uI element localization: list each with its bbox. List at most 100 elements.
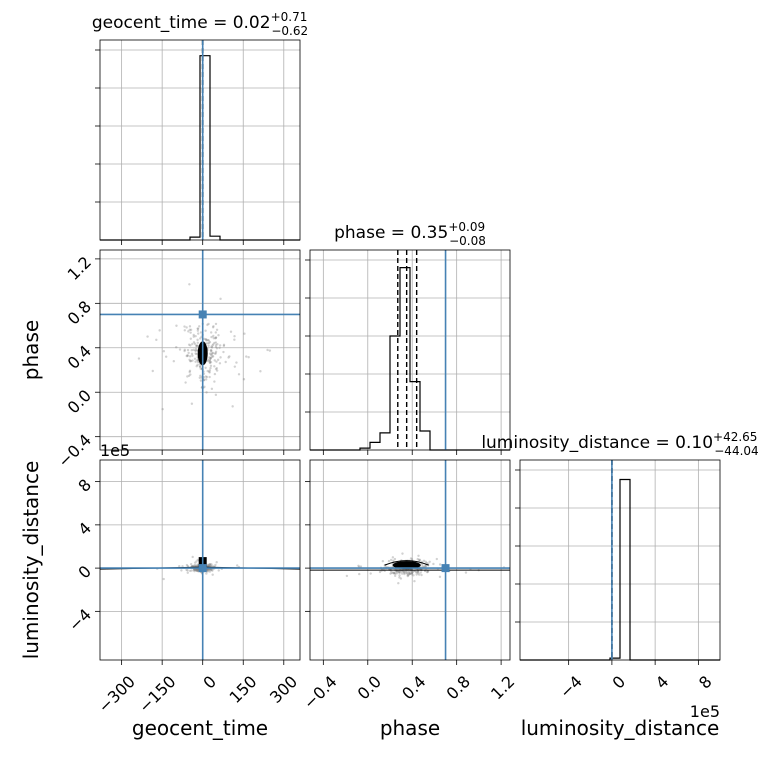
sample-point bbox=[196, 568, 199, 572]
sample-point bbox=[193, 561, 197, 564]
sample-point bbox=[402, 570, 405, 574]
sample-point bbox=[195, 564, 198, 568]
sample-point bbox=[184, 381, 187, 384]
sample-point bbox=[198, 365, 202, 368]
sample-point bbox=[192, 335, 195, 338]
hist-panel-geocent_time: geocent_time = 0.02+0.71 −0.62 bbox=[92, 10, 308, 245]
x-tick-label: 0 bbox=[199, 672, 220, 693]
x-tick-label: 8 bbox=[695, 672, 716, 693]
sample-point bbox=[196, 360, 200, 364]
sample-point bbox=[208, 361, 211, 364]
sample-point bbox=[186, 354, 189, 358]
sample-point bbox=[392, 572, 395, 575]
sample-point bbox=[409, 557, 413, 560]
sample-point bbox=[214, 336, 218, 339]
sample-point bbox=[196, 564, 200, 567]
sample-point bbox=[214, 336, 218, 339]
sample-point bbox=[209, 331, 213, 334]
sample-point bbox=[464, 571, 468, 574]
sample-point bbox=[210, 387, 214, 391]
sample-point bbox=[390, 570, 393, 573]
sample-point bbox=[378, 570, 382, 574]
sample-point bbox=[390, 571, 393, 575]
panel-frame bbox=[309, 249, 511, 451]
sample-point bbox=[397, 570, 401, 573]
sample-point bbox=[192, 348, 195, 352]
sample-point bbox=[199, 331, 203, 334]
sample-point bbox=[209, 356, 212, 360]
sample-point bbox=[195, 569, 198, 572]
sample-point bbox=[204, 378, 208, 381]
sample-point bbox=[196, 329, 200, 332]
sample-point bbox=[215, 369, 219, 372]
sample-point bbox=[414, 571, 418, 574]
sample-point bbox=[215, 366, 218, 370]
sample-point bbox=[187, 330, 190, 333]
panel-title-luminosity_distance: luminosity_distance = 0.10+42.65 −44.04 bbox=[481, 430, 758, 458]
sample-point bbox=[190, 352, 194, 356]
sample-point bbox=[196, 327, 200, 330]
sample-point bbox=[208, 352, 212, 355]
sample-point bbox=[381, 559, 385, 563]
sample-point bbox=[175, 324, 178, 327]
sample-point bbox=[209, 357, 212, 360]
x-tick-label: −4 bbox=[556, 672, 586, 702]
sample-point bbox=[415, 573, 418, 576]
sample-point bbox=[205, 338, 208, 341]
sample-point bbox=[435, 557, 439, 561]
sample-point bbox=[164, 355, 168, 358]
sample-point bbox=[204, 375, 207, 378]
sample-point bbox=[188, 370, 191, 374]
sample-point bbox=[438, 563, 442, 566]
y-tick-label: −0.4 bbox=[54, 430, 95, 471]
sample-point bbox=[206, 563, 210, 566]
sample-point bbox=[158, 329, 161, 332]
sample-point bbox=[204, 366, 207, 369]
sample-point bbox=[207, 568, 211, 571]
sample-point bbox=[172, 359, 176, 363]
sample-point bbox=[193, 357, 197, 360]
sample-point bbox=[196, 341, 199, 344]
sample-point bbox=[395, 570, 399, 574]
density-contour bbox=[384, 560, 429, 566]
sample-point bbox=[208, 563, 212, 566]
sample-point bbox=[205, 339, 208, 342]
sample-point bbox=[208, 563, 211, 566]
histogram-phase bbox=[310, 267, 510, 451]
x-tick-label: 0 bbox=[609, 672, 630, 693]
sample-point bbox=[175, 346, 178, 349]
sample-point bbox=[208, 340, 212, 344]
sample-point bbox=[189, 373, 192, 376]
sample-point bbox=[410, 558, 414, 561]
sample-point bbox=[188, 328, 191, 332]
sample-point bbox=[428, 560, 431, 563]
sample-point bbox=[183, 329, 186, 332]
sample-point bbox=[413, 579, 416, 583]
sample-point bbox=[183, 349, 186, 353]
sample-point bbox=[247, 356, 250, 359]
sample-point bbox=[408, 572, 411, 576]
sample-point bbox=[210, 346, 214, 349]
panel-frame bbox=[99, 459, 301, 661]
sample-point bbox=[404, 571, 407, 575]
sample-point bbox=[196, 569, 200, 573]
hist-panel-luminosity_distance: −4 0 4 8 luminosity_distance = 0.10+42.65 −44… bbox=[481, 430, 758, 702]
sample-point bbox=[214, 331, 218, 334]
sample-point bbox=[417, 573, 421, 576]
sample-point bbox=[178, 348, 182, 351]
sample-point bbox=[183, 348, 186, 352]
truth-point bbox=[441, 564, 450, 573]
sample-point bbox=[186, 354, 189, 357]
sample-point bbox=[214, 337, 217, 340]
sample-point bbox=[207, 564, 210, 567]
sample-point bbox=[410, 571, 414, 575]
y-offset-label: 1e5 bbox=[100, 441, 130, 460]
sample-point bbox=[202, 378, 206, 382]
sample-point bbox=[395, 572, 399, 575]
sample-point bbox=[193, 568, 196, 572]
sample-point bbox=[193, 569, 196, 573]
x-tick-label: −150 bbox=[135, 672, 180, 717]
sample-point bbox=[394, 572, 397, 576]
sample-point bbox=[191, 555, 194, 559]
